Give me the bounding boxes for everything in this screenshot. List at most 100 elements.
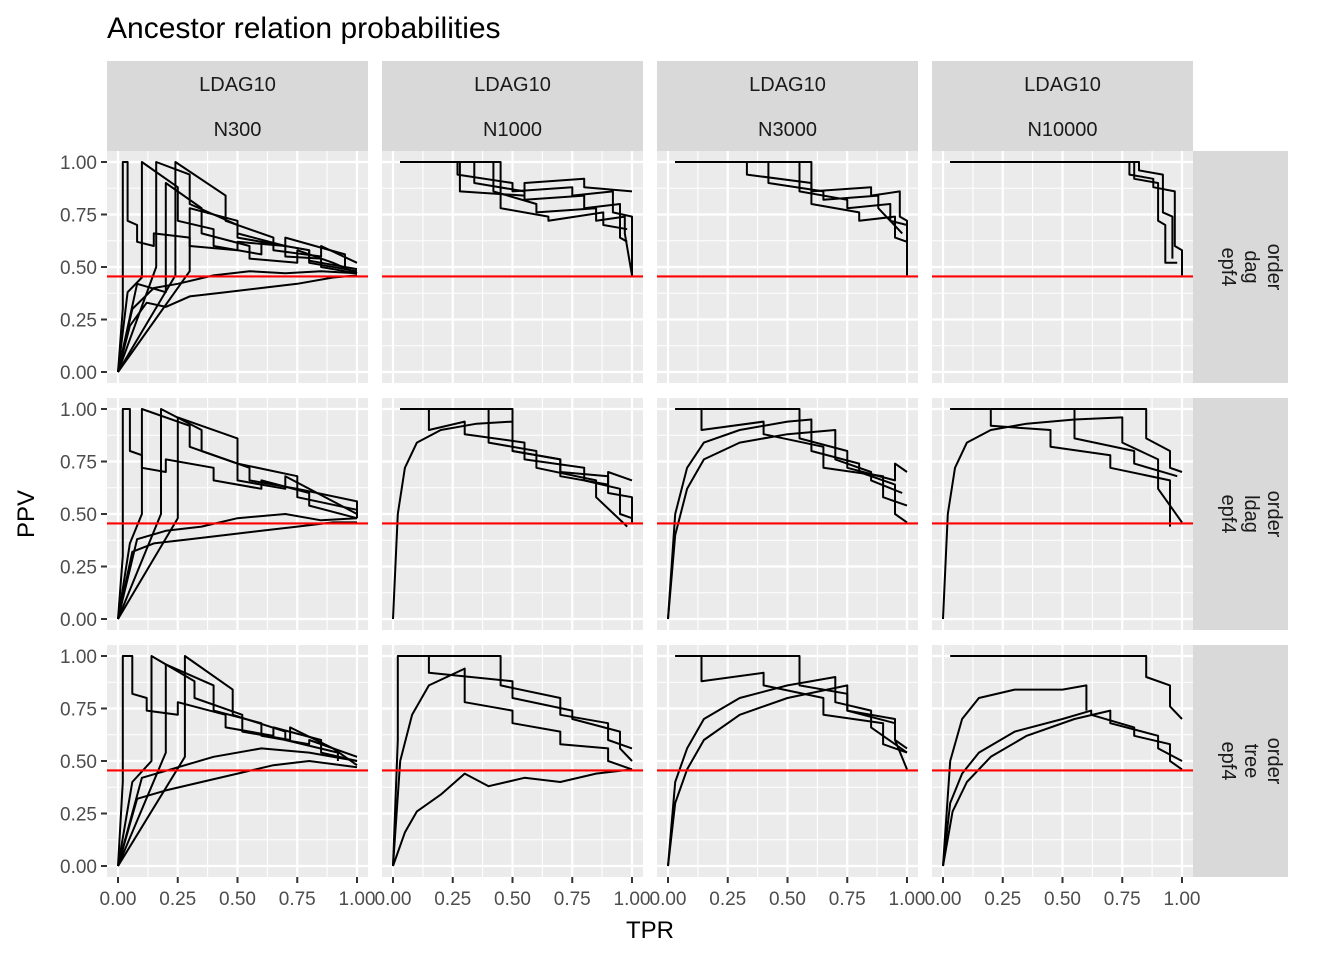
roc-curve [392,667,633,867]
column-strip-label: LDAG10 [199,74,276,96]
roc-curve [942,709,1183,867]
y-tick-label: 0.75 [60,206,97,227]
roc-curve [942,416,1183,620]
roc-curve [117,416,358,620]
roc-curve [950,161,1174,259]
roc-curve [117,655,358,867]
y-tick-label: 0.75 [60,700,97,721]
row-strip-background [1193,398,1288,630]
row-strip-background [1193,151,1288,383]
roc-curve [117,161,358,373]
roc-curve [400,408,628,528]
row-strip-label: ldag [1240,495,1262,533]
x-tick-label: 0.75 [829,889,866,910]
x-axis-title: TPR [626,917,674,944]
y-tick-label: 0.50 [60,752,97,773]
column-strip: LDAG10 N1000 [382,61,643,151]
roc-curve [400,161,633,276]
facet-panel [107,645,368,877]
roc-curve [117,207,358,373]
roc-curve [950,408,1183,473]
column-strip: LDAG10 N300 [107,61,368,151]
row-strip-label: tree [1240,744,1262,778]
column-strip: LDAG10 N10000 [932,61,1193,151]
roc-curve [942,684,1088,867]
roc-curve [675,408,908,507]
x-tick-label: 0.75 [279,889,316,910]
y-tick-label: 1.00 [60,400,97,421]
column-strip-label: LDAG10 [749,74,826,96]
roc-curve [675,408,908,482]
row-strip-label: order [1263,738,1285,785]
y-tick-label: 0.75 [60,453,97,474]
y-tick-label: 0.00 [60,857,97,878]
facet-panel [107,398,368,630]
facet-panel [382,398,643,630]
facet-panel [107,151,368,383]
x-tick-label: 0.25 [984,889,1021,910]
roc-curve [950,161,1183,276]
x-tick-label: 0.00 [100,889,137,910]
x-tick-label: 0.50 [219,889,256,910]
roc-curve [392,655,633,867]
facet-panel [932,398,1193,630]
row-strip-background [1193,645,1288,877]
column-strip-label: N3000 [758,119,817,141]
column-strip-label: N1000 [483,119,542,141]
roc-curve [950,655,1183,720]
roc-curve [117,655,339,867]
facet-panel [932,645,1193,877]
panel-grid: LDAG10 N300 LDAG10 N1000 LDAG10 N3000 LDAG10 N1… [60,61,1288,910]
x-tick-label: 0.00 [375,889,412,910]
x-tick-label: 0.50 [1044,889,1081,910]
x-tick-label: 0.00 [650,889,687,910]
x-tick-label: 0.50 [769,889,806,910]
x-tick-label: 0.75 [554,889,591,910]
roc-curve [392,768,633,867]
row-strip-label: order [1263,244,1285,291]
x-tick-label: 0.25 [709,889,746,910]
y-tick-label: 0.25 [60,311,97,332]
row-strip-label: epf4 [1217,742,1239,781]
x-tick-label: 1.00 [339,889,376,910]
x-tick-label: 1.00 [1164,889,1201,910]
column-strip-label: LDAG10 [474,74,551,96]
roc-curve [675,655,908,754]
x-tick-label: 0.50 [494,889,531,910]
column-strip-background [382,61,643,151]
row-strip-label: epf4 [1217,495,1239,534]
facet-panel [657,151,918,383]
roc-curve [117,655,358,867]
y-tick-label: 1.00 [60,647,97,668]
roc-curve [400,161,633,197]
roc-curve [400,408,633,486]
roc-curve [675,161,908,243]
facet-panel [382,151,643,383]
facet-panel [657,398,918,630]
x-tick-label: 1.00 [614,889,651,910]
x-tick-label: 0.25 [159,889,196,910]
roc-curve [942,709,1183,867]
roc-curve [117,182,358,373]
roc-curve [400,161,628,231]
roc-curve [117,408,358,620]
y-tick-label: 0.50 [60,258,97,279]
roc-curve [117,760,358,867]
row-strip-label: epf4 [1217,248,1239,287]
y-tick-label: 0.00 [60,363,97,384]
y-tick-label: 0.00 [60,610,97,631]
roc-curve [667,418,908,620]
roc-curve [400,408,633,520]
x-tick-label: 0.75 [1104,889,1141,910]
roc-curve [400,655,633,750]
column-strip-background [657,61,918,151]
row-strip-label: order [1263,491,1285,538]
roc-curve [117,161,358,373]
facet-panel [932,151,1193,383]
x-tick-label: 1.00 [889,889,926,910]
roc-curve [117,747,358,867]
column-strip-label: N10000 [1027,119,1097,141]
